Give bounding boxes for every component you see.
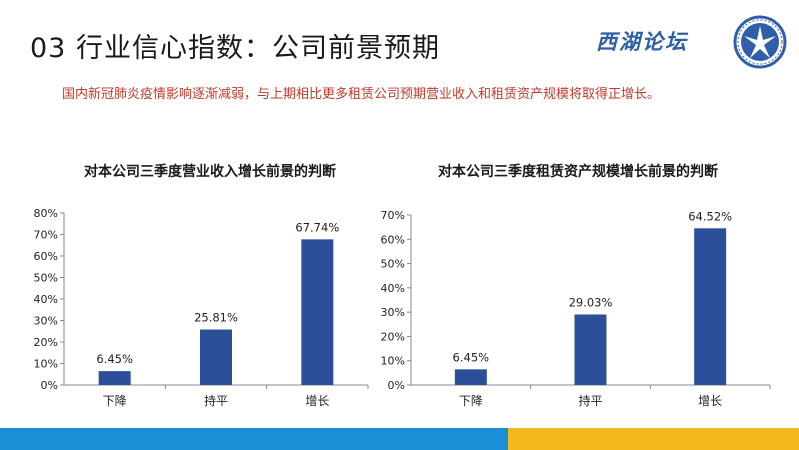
chart1-y-tick-label: 30%: [34, 315, 58, 328]
chart1-data-label-3: 67.74%: [295, 220, 339, 234]
chart1-bar-1: [98, 371, 131, 385]
chart2-bar-1: [454, 369, 487, 385]
chart1-y-tick-label: 60%: [34, 250, 58, 263]
chart2-y-tick-label: 0%: [388, 379, 405, 392]
chart1-data-label-2: 25.81%: [194, 311, 238, 325]
chart1-y-tick-label: 50%: [34, 272, 58, 285]
forum-logo: 西湖论坛: [590, 14, 795, 70]
logo-text: 西湖论坛: [596, 29, 688, 54]
chart1-y-tick-label: 0%: [41, 379, 58, 392]
footer-stripe-yellow: [508, 428, 799, 450]
chart1-x-tick-label-3: 增长: [305, 394, 329, 408]
chart1-bar-3: [301, 239, 334, 385]
chart1-y-tick-label: 20%: [34, 336, 58, 349]
chart2-data-label-3: 64.52%: [688, 209, 732, 223]
chart1-y-tick-label: 40%: [34, 293, 58, 306]
chart1-bar-2: [200, 329, 232, 385]
logo-seal-icon: [733, 15, 787, 69]
chart2-y-tick-label: 10%: [381, 355, 405, 368]
chart2-y-tick-label: 50%: [381, 258, 405, 271]
chart1-y-tick-label: 70%: [34, 229, 58, 242]
footer-stripe: [0, 428, 799, 450]
summary-note: 国内新冠肺炎疫情影响逐渐减弱，与上期相比更多租赁公司预期营业收入和租赁资产规模将…: [62, 87, 661, 102]
chart1-data-label-1: 6.45%: [96, 352, 133, 366]
chart2-bar-2: [574, 314, 607, 385]
chart-1-title: 对本公司三季度营业收入增长前景的判断: [84, 164, 336, 180]
footer-stripe-blue: [0, 428, 508, 450]
chart2-y-tick-label: 20%: [381, 330, 405, 343]
chart2-y-tick-label: 60%: [381, 233, 405, 246]
chart2-x-tick-label-1: 下降: [459, 394, 483, 408]
chart2-y-tick-label: 70%: [381, 209, 405, 222]
chart2-x-tick-label-3: 增长: [698, 394, 722, 408]
chart1-y-tick-label: 10%: [34, 358, 58, 371]
chart2-data-label-2: 29.03%: [569, 295, 613, 309]
chart1-x-tick-label-1: 下降: [103, 394, 127, 408]
chart1-y-tick-label: 80%: [34, 207, 58, 220]
chart2-bar-3: [694, 228, 727, 385]
chart2-data-label-1: 6.45%: [453, 350, 490, 364]
page-title: 03 行业信心指数：公司前景预期: [30, 33, 440, 64]
chart2-x-tick-label-2: 持平: [578, 393, 602, 408]
chart2-y-tick-label: 40%: [381, 282, 405, 295]
chart2-y-tick-label: 30%: [381, 306, 405, 319]
chart-2-title: 对本公司三季度租赁资产规模增长前景的判断: [438, 164, 718, 180]
chart1-x-tick-label-2: 持平: [204, 393, 228, 408]
